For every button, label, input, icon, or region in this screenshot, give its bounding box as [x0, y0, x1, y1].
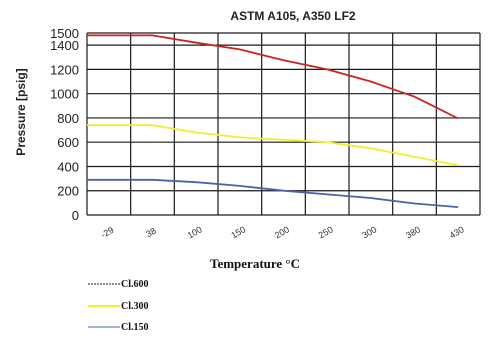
legend-label-1: Cl.300 [121, 301, 149, 312]
legend: Cl.600 Cl.300 Cl.150 [88, 279, 149, 333]
y-tick-label: 600 [57, 135, 79, 150]
series-line-1 [87, 124, 459, 167]
x-tick-label: 100 [186, 224, 204, 240]
y-tick-label: 200 [57, 184, 79, 199]
y-tick-label: 1500 [50, 26, 79, 41]
x-axis-label: Temperature °C [210, 256, 300, 271]
y-tick-label: 1200 [50, 62, 79, 77]
legend-label-0: Cl.600 [121, 279, 149, 290]
series-line-0 [87, 34, 459, 120]
x-tick-label: 150 [229, 224, 247, 240]
x-tick-labels: -29 38 100 150 200 250 300 380 430 [99, 224, 465, 240]
x-tick-label: 430 [448, 224, 466, 240]
x-tick-label: 300 [360, 224, 378, 240]
y-tick-label: 1400 [50, 38, 79, 53]
y-tick-label: 1000 [50, 87, 79, 102]
x-tick-label: 200 [273, 224, 291, 240]
y-tick-label: 800 [57, 111, 79, 126]
y-tick-label: 0 [72, 208, 79, 223]
x-tick-label: 38 [144, 226, 158, 240]
y-axis-label: Pressure [psig] [14, 68, 28, 155]
x-tick-label: -29 [99, 225, 115, 240]
series-lines [87, 34, 459, 208]
chart-title: ASTM A105, A350 LF2 [230, 9, 355, 23]
series-line-2 [87, 178, 459, 208]
x-tick-label: 250 [317, 224, 335, 240]
y-tick-label: 400 [57, 159, 79, 174]
grid [86, 32, 481, 216]
legend-label-2: Cl.150 [121, 322, 149, 333]
x-tick-label: 380 [404, 224, 422, 240]
